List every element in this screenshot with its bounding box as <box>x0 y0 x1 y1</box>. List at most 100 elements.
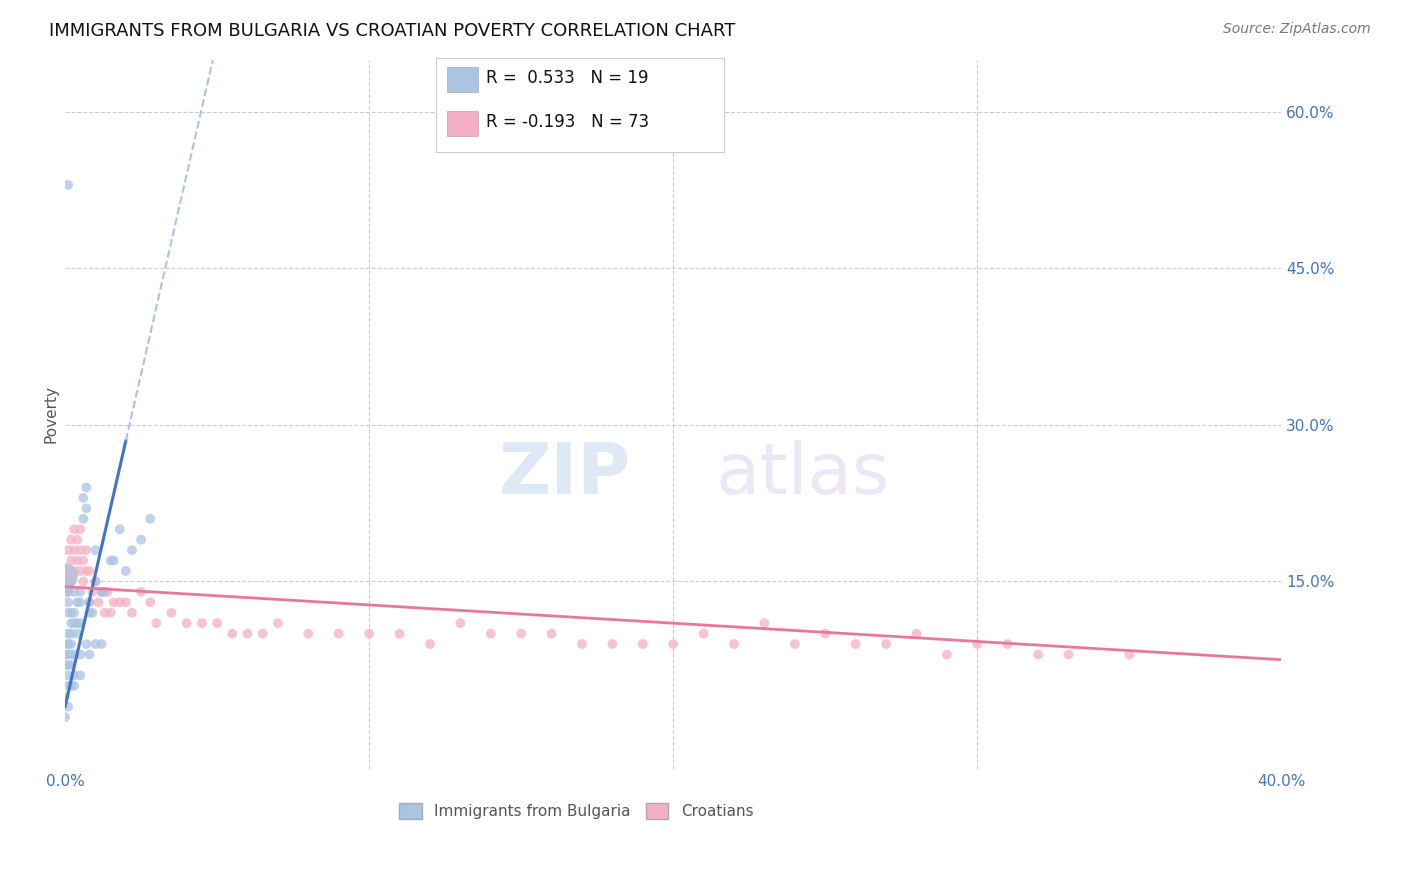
Point <box>69 595 91 609</box>
Point <box>754 616 776 631</box>
Point <box>115 564 138 578</box>
Point <box>100 606 122 620</box>
Point <box>56 606 79 620</box>
Point <box>56 574 79 589</box>
Point <box>75 501 97 516</box>
Point <box>53 569 76 583</box>
Point <box>56 648 79 662</box>
Point <box>176 616 198 631</box>
Point <box>93 585 115 599</box>
Point <box>100 553 122 567</box>
Point <box>1118 648 1140 662</box>
Point <box>139 595 162 609</box>
Point <box>60 637 83 651</box>
Text: IMMIGRANTS FROM BULGARIA VS CROATIAN POVERTY CORRELATION CHART: IMMIGRANTS FROM BULGARIA VS CROATIAN POV… <box>49 22 735 40</box>
Point <box>69 564 91 578</box>
Point <box>53 648 76 662</box>
Point <box>56 595 79 609</box>
Point <box>56 679 79 693</box>
Point <box>108 522 131 536</box>
Point <box>53 657 76 672</box>
Point <box>79 595 101 609</box>
Point <box>69 668 91 682</box>
Point <box>1026 648 1049 662</box>
Point <box>84 574 107 589</box>
Point <box>53 569 76 583</box>
Point <box>56 585 79 599</box>
Point <box>966 637 988 651</box>
Point <box>419 637 441 651</box>
Point <box>510 626 533 640</box>
Point <box>90 585 112 599</box>
Text: ZIP: ZIP <box>498 441 631 509</box>
Point <box>814 626 837 640</box>
Point <box>69 585 91 599</box>
Text: atlas: atlas <box>716 441 890 509</box>
Point <box>90 637 112 651</box>
Point <box>66 616 89 631</box>
Point <box>388 626 411 640</box>
Point <box>328 626 350 640</box>
Point <box>115 595 138 609</box>
Point <box>53 564 76 578</box>
Point <box>60 553 83 567</box>
Point <box>540 626 562 640</box>
Point <box>84 637 107 651</box>
Point <box>56 626 79 640</box>
Point <box>905 626 928 640</box>
Point <box>129 533 152 547</box>
Point <box>79 606 101 620</box>
Point <box>103 595 125 609</box>
Point <box>66 626 89 640</box>
Point <box>692 626 714 640</box>
Point <box>97 585 120 599</box>
Point <box>84 543 107 558</box>
Point <box>53 710 76 724</box>
Point <box>90 585 112 599</box>
Point <box>935 648 957 662</box>
Point <box>60 574 83 589</box>
Point <box>69 543 91 558</box>
Point <box>63 616 86 631</box>
Point <box>56 585 79 599</box>
Point <box>87 595 110 609</box>
Point <box>479 626 502 640</box>
Point <box>63 606 86 620</box>
Point <box>60 626 83 640</box>
Point <box>56 657 79 672</box>
Point <box>631 637 654 651</box>
Point <box>121 543 143 558</box>
Point <box>82 585 104 599</box>
Point <box>82 606 104 620</box>
Point <box>1057 648 1080 662</box>
Point <box>63 543 86 558</box>
Point <box>53 574 76 589</box>
Point <box>63 522 86 536</box>
Text: R = -0.193   N = 73: R = -0.193 N = 73 <box>486 113 650 131</box>
Point <box>63 564 86 578</box>
Point <box>602 637 624 651</box>
Point <box>79 564 101 578</box>
Point <box>72 491 94 505</box>
Point <box>221 626 243 640</box>
Point <box>359 626 381 640</box>
Point <box>79 595 101 609</box>
Point <box>72 553 94 567</box>
Point <box>723 637 745 651</box>
Point <box>160 606 183 620</box>
Point <box>60 606 83 620</box>
Point <box>297 626 319 640</box>
Point <box>63 648 86 662</box>
Point <box>129 585 152 599</box>
Legend: Immigrants from Bulgaria, Croatians: Immigrants from Bulgaria, Croatians <box>392 797 759 825</box>
Point <box>191 616 214 631</box>
Point <box>75 481 97 495</box>
Point <box>69 616 91 631</box>
Point <box>145 616 167 631</box>
Point <box>662 637 685 651</box>
Point <box>60 648 83 662</box>
Point <box>56 668 79 682</box>
Point <box>205 616 228 631</box>
Point <box>875 637 897 651</box>
Y-axis label: Poverty: Poverty <box>44 385 58 443</box>
